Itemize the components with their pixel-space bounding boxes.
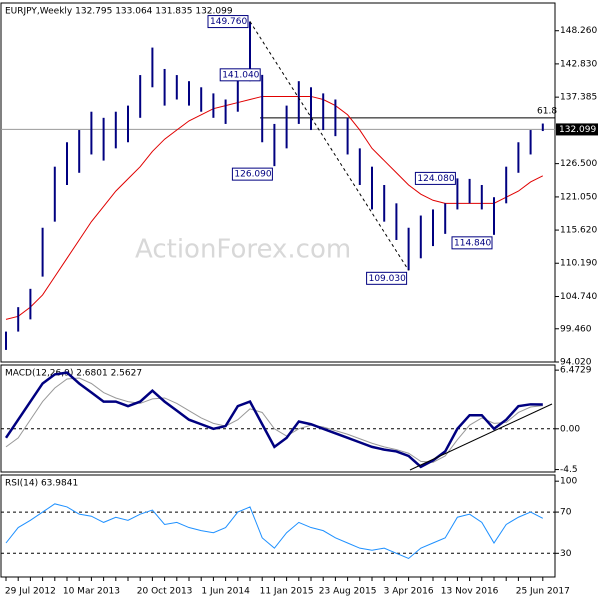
y-tick-label: 126.500 (560, 159, 597, 169)
last-price-label: 132.099 (559, 125, 596, 135)
y-tick-label: 99.460 (560, 324, 592, 334)
annotation-label: 109.030 (369, 274, 406, 284)
annotation-box (219, 68, 261, 82)
y-tick-label: 30 (560, 549, 572, 559)
y-tick-label: 110.190 (560, 259, 597, 269)
x-tick-label: 10 Mar 2013 (63, 587, 120, 597)
x-tick-label: 29 Jul 2012 (5, 587, 56, 597)
annotation-box (366, 271, 408, 285)
y-tick-label: 137.385 (560, 93, 597, 103)
y-tick-label: 100 (560, 477, 577, 487)
annotation-label: 141.040 (222, 70, 259, 80)
x-tick-label: 23 Aug 2015 (319, 587, 377, 597)
y-tick-label: 94.020 (560, 358, 592, 368)
annotation-label: 114.840 (454, 238, 491, 248)
x-tick-label: 20 Oct 2013 (137, 587, 193, 597)
y-tick-label: 6.4729 (560, 366, 592, 376)
y-tick-label: 104.740 (560, 292, 597, 302)
moving-average (5, 95, 544, 320)
macd-title: MACD(12,26,9) 2.6801 2.5627 (5, 369, 142, 379)
watermark: ActionForex.com (135, 235, 351, 265)
fib-label: 61.8 (537, 106, 557, 116)
annotation-label: 124.080 (417, 174, 454, 184)
macd-panel (0, 364, 556, 473)
y-tick-label: -4.5 (560, 465, 578, 475)
chart-title: EURJPY,Weekly 132.795 133.064 131.835 13… (5, 7, 233, 17)
y-tick-label: 148.260 (560, 26, 597, 36)
indicator-line (5, 377, 543, 463)
y-tick-label: 0.00 (560, 424, 580, 434)
rsi-title: RSI(14) 63.9841 (5, 479, 78, 489)
y-tick-label: 115.620 (560, 226, 597, 236)
rsi-panel (0, 474, 556, 578)
y-tick-label: 142.830 (560, 59, 597, 69)
annotation-box (207, 15, 249, 29)
annotation-label: 149.760 (210, 17, 247, 27)
x-tick-label: 11 Jan 2015 (260, 587, 314, 597)
price-panel (0, 2, 556, 363)
indicator-line (4, 371, 543, 469)
trend-line (409, 403, 553, 471)
swing-line (249, 21, 410, 271)
y-tick-label: 70 (560, 508, 572, 518)
annotation-box (231, 167, 273, 181)
x-tick-label: 1 Jun 2014 (201, 587, 250, 597)
last-price-box (556, 123, 598, 136)
annotation-box (451, 236, 493, 250)
annotation-label: 126.090 (234, 170, 271, 180)
x-tick-label: 3 Apr 2016 (384, 587, 434, 597)
annotation-box (414, 171, 456, 185)
y-tick-label: 121.050 (560, 192, 597, 202)
indicator-line (5, 503, 544, 560)
x-tick-label: 25 Jun 2017 (516, 587, 570, 597)
x-tick-label: 13 Nov 2016 (441, 587, 499, 597)
